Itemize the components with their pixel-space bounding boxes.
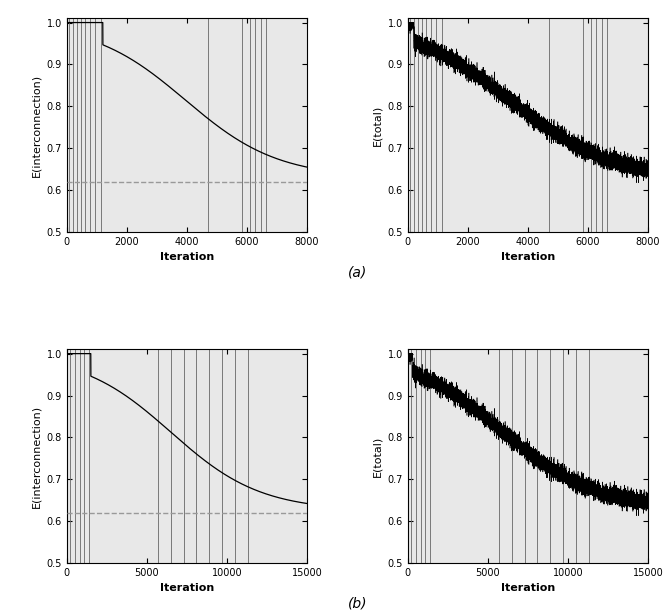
Y-axis label: E(total): E(total): [372, 436, 382, 477]
Text: (b): (b): [347, 597, 367, 611]
Text: (a): (a): [348, 266, 367, 280]
X-axis label: Iteration: Iteration: [501, 583, 555, 594]
Y-axis label: E(total): E(total): [372, 105, 382, 146]
X-axis label: Iteration: Iteration: [501, 252, 555, 263]
X-axis label: Iteration: Iteration: [160, 252, 214, 263]
Y-axis label: E(interconnection): E(interconnection): [31, 405, 41, 508]
X-axis label: Iteration: Iteration: [160, 583, 214, 594]
Y-axis label: E(interconnection): E(interconnection): [31, 73, 41, 177]
